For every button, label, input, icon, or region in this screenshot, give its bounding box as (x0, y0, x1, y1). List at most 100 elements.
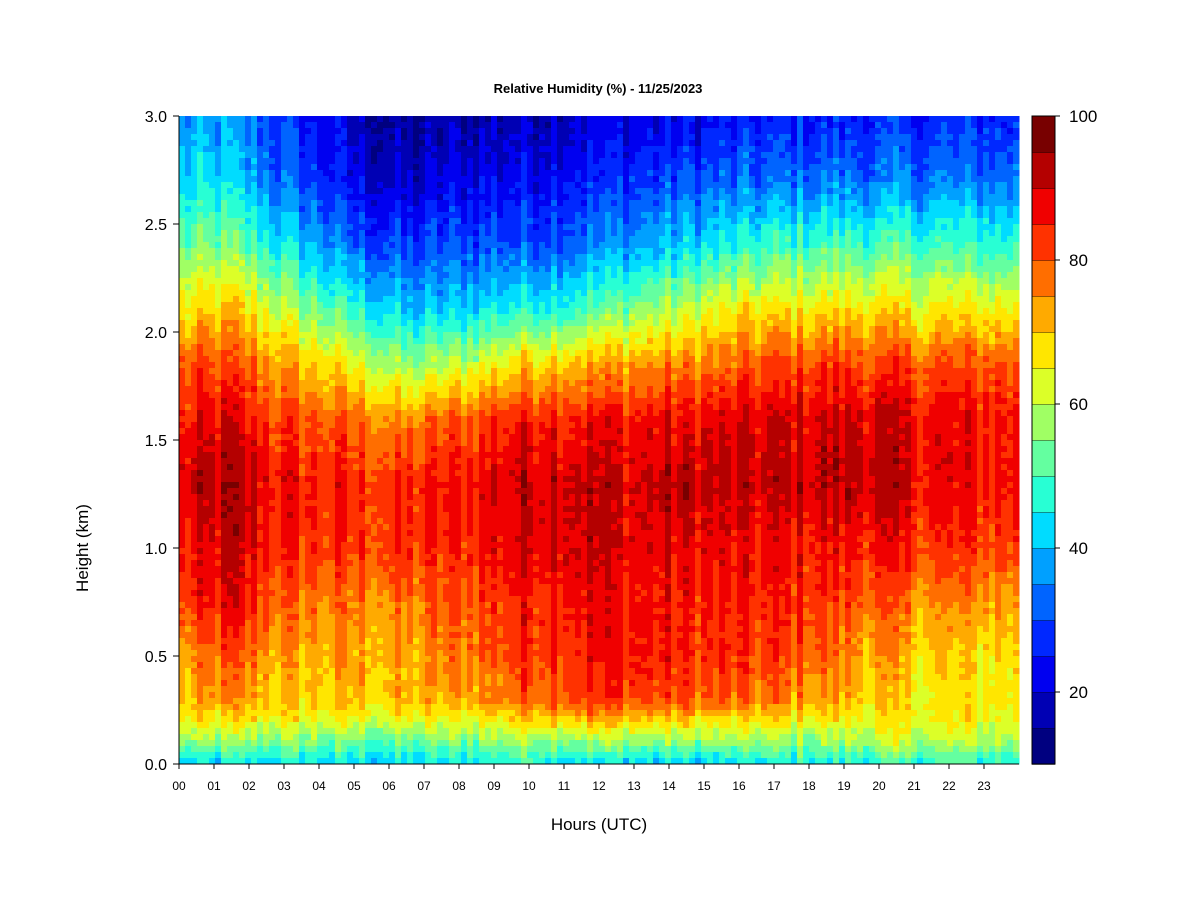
heatmap-cell (197, 278, 204, 285)
heatmap-cell (737, 182, 744, 189)
heatmap-cell (869, 284, 876, 291)
heatmap-cell (671, 230, 678, 237)
heatmap-cell (485, 260, 492, 267)
heatmap-cell (353, 188, 360, 195)
heatmap-cell (329, 134, 336, 141)
heatmap-cell (281, 176, 288, 183)
heatmap-cell (623, 296, 630, 303)
heatmap-cell (467, 206, 474, 213)
heatmap-cell (323, 224, 330, 231)
heatmap-cell (611, 128, 618, 135)
heatmap-cell (503, 296, 510, 303)
heatmap-cell (599, 182, 606, 189)
heatmap-cell (1007, 146, 1014, 153)
heatmap-cell (827, 212, 834, 219)
heatmap-cell (203, 146, 210, 153)
heatmap-cell (323, 146, 330, 153)
heatmap-cell (215, 314, 222, 321)
heatmap-cell (1007, 170, 1014, 177)
heatmap-cell (323, 218, 330, 225)
heatmap-cell (545, 146, 552, 153)
heatmap-cell (299, 116, 306, 123)
heatmap-cell (419, 290, 426, 297)
heatmap-cell (569, 140, 576, 147)
heatmap-cell (437, 206, 444, 213)
heatmap-cell (263, 260, 270, 267)
heatmap-cell (821, 116, 828, 123)
heatmap-cell (221, 164, 228, 171)
heatmap-cell (317, 254, 324, 261)
heatmap-cell (647, 320, 654, 327)
heatmap-cell (281, 200, 288, 207)
heatmap-cell (725, 290, 732, 297)
heatmap-cell (581, 224, 588, 231)
heatmap-cell (305, 236, 312, 243)
heatmap-cell (485, 290, 492, 297)
heatmap-cell (647, 230, 654, 237)
heatmap-cell (497, 230, 504, 237)
heatmap-cell (1007, 212, 1014, 219)
heatmap-cell (665, 230, 672, 237)
heatmap-cell (869, 272, 876, 279)
heatmap-cell (491, 176, 498, 183)
heatmap-cell (383, 230, 390, 237)
heatmap-cell (899, 314, 906, 321)
heatmap-cell (227, 128, 234, 135)
heatmap-cell (725, 146, 732, 153)
heatmap-cell (425, 260, 432, 267)
heatmap-cell (455, 176, 462, 183)
heatmap-cell (953, 134, 960, 141)
heatmap-cell (479, 212, 486, 219)
heatmap-cell (701, 278, 708, 285)
heatmap-cell (473, 140, 480, 147)
heatmap-cell (989, 194, 996, 201)
heatmap-cell (197, 158, 204, 165)
heatmap-cell (239, 272, 246, 279)
heatmap-cell (365, 236, 372, 243)
heatmap-cell (1013, 284, 1020, 291)
heatmap-cell (269, 194, 276, 201)
heatmap-cell (371, 290, 378, 297)
heatmap-cell (821, 320, 828, 327)
heatmap-cell (809, 122, 816, 129)
heatmap-cell (179, 272, 186, 279)
heatmap-cell (647, 194, 654, 201)
heatmap-cell (851, 236, 858, 243)
heatmap-cell (947, 302, 954, 309)
heatmap-cell (725, 224, 732, 231)
heatmap-cell (257, 320, 264, 327)
heatmap-cell (545, 260, 552, 267)
heatmap-cell (383, 308, 390, 315)
heatmap-cell (761, 122, 768, 129)
heatmap-cell (263, 320, 270, 327)
heatmap-cell (803, 308, 810, 315)
heatmap-cell (725, 236, 732, 243)
heatmap-cell (779, 158, 786, 165)
heatmap-cell (347, 164, 354, 171)
heatmap-cell (179, 182, 186, 189)
heatmap-cell (797, 194, 804, 201)
heatmap-cell (221, 218, 228, 225)
heatmap-cell (773, 224, 780, 231)
heatmap-cell (887, 152, 894, 159)
heatmap-cell (959, 320, 966, 327)
heatmap-cell (383, 320, 390, 327)
heatmap-cell (689, 284, 696, 291)
heatmap-cell (467, 230, 474, 237)
heatmap-cell (431, 188, 438, 195)
heatmap-cell (809, 230, 816, 237)
heatmap-cell (209, 302, 216, 309)
heatmap-cell (953, 248, 960, 255)
heatmap-cell (377, 308, 384, 315)
heatmap-cell (275, 314, 282, 321)
heatmap-cell (671, 254, 678, 261)
heatmap-cell (935, 302, 942, 309)
heatmap-cell (365, 194, 372, 201)
heatmap-cell (971, 212, 978, 219)
heatmap-cell (803, 260, 810, 267)
heatmap-cell (875, 308, 882, 315)
heatmap-cell (509, 248, 516, 255)
heatmap-cell (215, 248, 222, 255)
heatmap-cell (755, 128, 762, 135)
heatmap-cell (977, 170, 984, 177)
